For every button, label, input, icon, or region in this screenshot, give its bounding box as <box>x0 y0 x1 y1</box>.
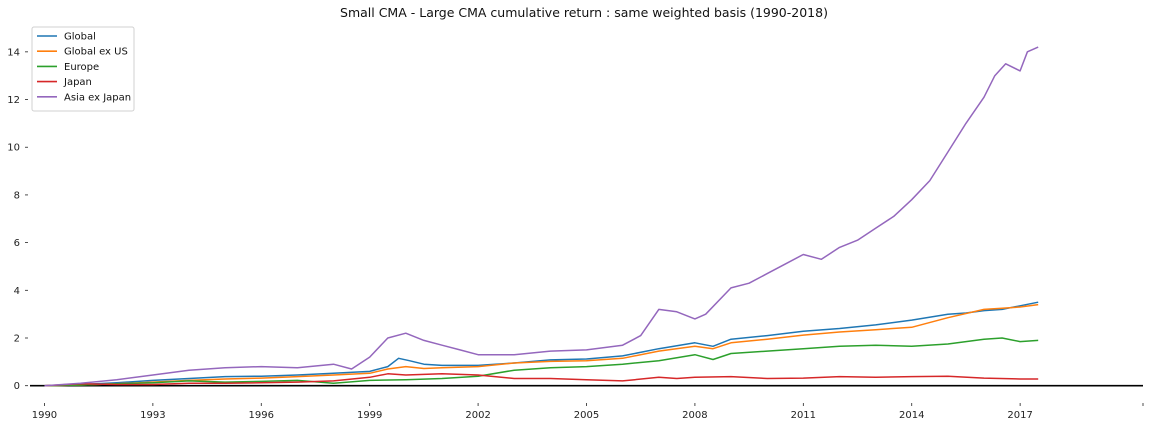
x-tick-label: 2017 <box>1007 410 1032 421</box>
x-tick-label: 1990 <box>32 410 57 421</box>
series-line-0 <box>44 301 1039 387</box>
x-tick-label: 1996 <box>249 410 274 421</box>
series-line-2 <box>44 337 1039 387</box>
legend-label: Japan <box>63 77 92 88</box>
legend-label: Asia ex Japan <box>64 92 131 103</box>
y-tick-label: 4 <box>14 286 20 297</box>
y-tick-label: 14 <box>7 47 20 58</box>
y-tick-label: 0 <box>14 381 20 392</box>
series-line-3 <box>44 373 1039 387</box>
y-tick-label: 10 <box>7 143 20 154</box>
legend-label: Global <box>64 32 96 43</box>
x-axis: 1990 1993 1996 1999 2002 2005 2008 2011 2014 2017 <box>32 403 1144 421</box>
series-line-4 <box>44 46 1039 387</box>
x-tick-label: 1993 <box>140 410 165 421</box>
x-tick-label: 1999 <box>357 410 382 421</box>
legend-label: Europe <box>64 62 99 73</box>
x-tick-label: 2002 <box>465 410 490 421</box>
legend-box <box>31 26 135 112</box>
legend: Global Global ex US Europe Japan Asia ex Jap… <box>31 26 135 112</box>
x-tick-label: 2011 <box>791 410 816 421</box>
y-tick-label: 2 <box>14 334 20 345</box>
x-tick-label: 2005 <box>574 410 599 421</box>
plot-area <box>30 46 1143 387</box>
y-axis: 0 2 4 6 8 10 12 14 <box>7 47 28 392</box>
legend-label: Global ex US <box>64 47 128 58</box>
y-tick-label: 6 <box>14 238 20 249</box>
chart-title: Small CMA - Large CMA cumulative return … <box>340 5 828 20</box>
series-line-1 <box>44 303 1039 387</box>
x-tick-label: 2008 <box>682 410 707 421</box>
y-tick-label: 8 <box>14 190 20 201</box>
y-tick-label: 12 <box>7 95 20 106</box>
x-tick-label: 2014 <box>899 410 924 421</box>
